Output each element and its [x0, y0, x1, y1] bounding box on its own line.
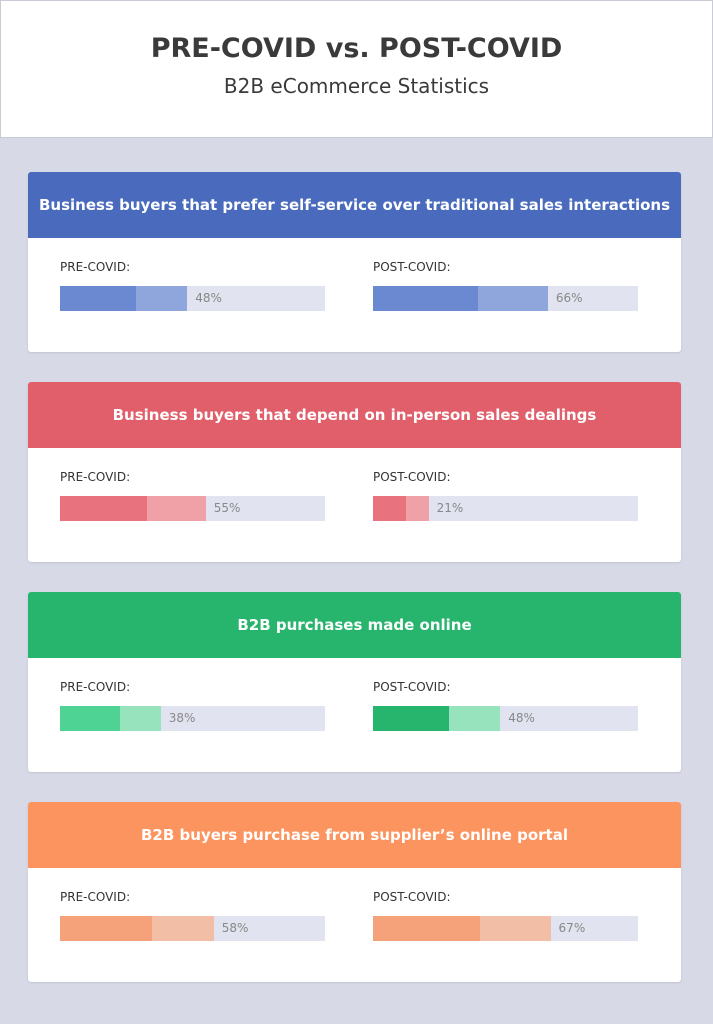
bar-track: [60, 916, 325, 941]
section-title: Business buyers that prefer self-service…: [28, 172, 681, 238]
period-label: PRE-COVID:: [60, 470, 131, 484]
bar-track: [60, 286, 325, 311]
value-label: 48%: [195, 291, 222, 305]
period-label: PRE-COVID:: [60, 260, 131, 274]
value-label: 48%: [508, 711, 535, 725]
section-card: B2B purchases made online PRE-COVID: 38% PO…: [28, 592, 681, 772]
bar-accent: [373, 496, 407, 521]
bar-accent: [60, 496, 148, 521]
bar-accent: [373, 286, 478, 311]
period-label: PRE-COVID:: [60, 890, 131, 904]
section-card: Business buyers that prefer self-service…: [28, 172, 681, 352]
subtitle: B2B eCommerce Statistics: [223, 74, 490, 98]
value-label: 38%: [168, 711, 196, 725]
bar-track: [60, 496, 325, 521]
value-label: 67%: [558, 921, 586, 935]
bar-track: [373, 496, 638, 521]
section-title: B2B buyers purchase from supplier’s onli…: [28, 802, 681, 868]
bar-track: [373, 286, 638, 311]
value-label: 55%: [213, 501, 241, 515]
bar-track: [373, 916, 638, 941]
period-label: POST-COVID:: [373, 470, 451, 484]
section-title: B2B purchases made online: [28, 592, 681, 658]
period-label: POST-COVID:: [373, 680, 451, 694]
bar-accent: [373, 706, 450, 731]
bar-track: [60, 706, 325, 731]
period-label: POST-COVID:: [373, 260, 451, 274]
value-label: 21%: [436, 501, 464, 515]
title: PRE-COVID vs. POST-COVID: [150, 33, 563, 64]
section-card: Business buyers that depend on in-person…: [28, 382, 681, 562]
bar-accent: [60, 706, 121, 731]
period-label: POST-COVID:: [373, 890, 451, 904]
section-card: B2B buyers purchase from supplier’s onli…: [28, 802, 681, 982]
section-title: Business buyers that depend on in-person…: [28, 382, 681, 448]
bar-track: [373, 706, 638, 731]
bar-accent: [60, 916, 153, 941]
value-label: 58%: [221, 921, 249, 935]
period-label: PRE-COVID:: [60, 680, 131, 694]
value-label: 66%: [555, 291, 583, 305]
bar-accent: [60, 286, 137, 311]
bar-accent: [373, 916, 480, 941]
header: PRE-COVID vs. POST-COVID B2B eCommerce S…: [0, 0, 713, 138]
